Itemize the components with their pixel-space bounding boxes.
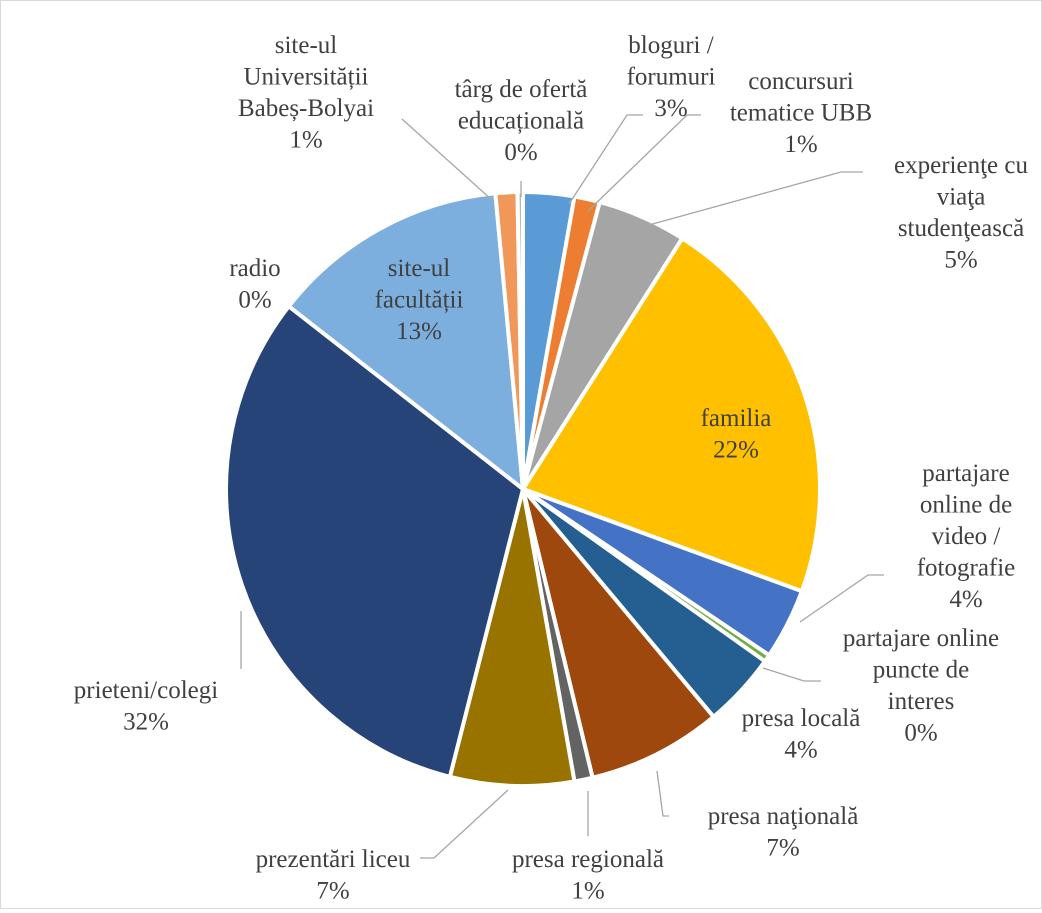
data-label-line: studenţească bbox=[898, 215, 1024, 242]
data-label-line: familia bbox=[701, 405, 772, 432]
pie-slice-7 bbox=[521, 487, 716, 780]
data-label-line: presa naţională bbox=[708, 803, 859, 830]
leader-line-2 bbox=[637, 171, 863, 229]
leader-line-7 bbox=[656, 770, 669, 817]
data-label-12: site-ul facultății 13% bbox=[375, 255, 464, 345]
data-label-line: radio bbox=[229, 255, 280, 282]
data-label-line: viaţa bbox=[937, 184, 986, 211]
data-label-line: puncte de bbox=[873, 657, 969, 684]
data-label-line: Babeș-Bolyai bbox=[238, 95, 374, 122]
data-label-percent: 22% bbox=[713, 437, 759, 464]
data-label-percent: 4% bbox=[784, 737, 817, 764]
data-label-7: presa naţională 7% bbox=[708, 803, 859, 862]
data-label-percent: 0% bbox=[504, 139, 537, 166]
data-label-line: educațională bbox=[458, 108, 584, 135]
data-label-line: video / bbox=[932, 523, 1001, 550]
data-labels: bloguri / forumuri 3% concursuri tematice UB… bbox=[74, 32, 1029, 905]
data-label-14: târg de ofertă educațională 0% bbox=[455, 76, 588, 166]
data-label-percent: 7% bbox=[766, 835, 799, 862]
pie-slice-10 bbox=[223, 304, 525, 779]
data-label-line: experienţe cu bbox=[894, 152, 1028, 179]
data-label-percent: 7% bbox=[316, 878, 349, 905]
data-label-line: bloguri / bbox=[628, 32, 713, 59]
data-label-line: prezentări liceu bbox=[256, 846, 411, 873]
data-label-3: familia 22% bbox=[701, 405, 772, 464]
data-label-line: online de bbox=[920, 492, 1012, 519]
data-label-line: interes bbox=[888, 688, 955, 715]
data-label-percent: 0% bbox=[904, 720, 937, 747]
leader-line-0 bbox=[568, 114, 643, 205]
pie-slice-14 bbox=[515, 189, 525, 491]
data-label-5: partajare online puncte de interes 0% bbox=[843, 625, 999, 747]
data-label-line: partajare online bbox=[843, 625, 999, 652]
data-label-2: experienţe cu viaţa studenţească 5% bbox=[894, 152, 1028, 274]
data-label-line: partajare bbox=[922, 460, 1009, 487]
data-label-line: forumuri bbox=[627, 64, 716, 91]
data-label-line: facultății bbox=[375, 287, 464, 314]
data-label-percent: 3% bbox=[654, 95, 687, 122]
leader-line-4 bbox=[799, 574, 884, 623]
data-label-percent: 4% bbox=[949, 586, 982, 613]
pie-slices bbox=[223, 189, 822, 788]
data-label-4: partajare online de video / fotografie 4% bbox=[917, 460, 1016, 613]
data-label-line: site-ul bbox=[275, 32, 338, 59]
data-label-line: tematice UBB bbox=[730, 100, 872, 127]
data-label-line: concursuri bbox=[748, 68, 854, 95]
data-label-line: Universității bbox=[244, 64, 369, 91]
data-label-line: presa locală bbox=[742, 705, 861, 732]
data-label-percent: 1% bbox=[784, 131, 817, 158]
data-label-6: presa locală 4% bbox=[742, 705, 861, 764]
data-label-13: site-ul Universității Babeș-Bolyai 1% bbox=[238, 32, 374, 154]
data-label-10: prieteni/colegi 32% bbox=[74, 677, 218, 736]
data-label-percent: 32% bbox=[123, 709, 169, 736]
leader-line-1 bbox=[587, 114, 701, 212]
data-label-line: site-ul bbox=[388, 255, 451, 282]
data-label-line: prieteni/colegi bbox=[74, 677, 218, 704]
data-label-percent: 1% bbox=[289, 127, 322, 154]
pie-slice-3 bbox=[521, 236, 822, 594]
pie-slice-12 bbox=[286, 191, 525, 491]
data-label-0: bloguri / forumuri 3% bbox=[627, 32, 716, 122]
data-label-9: prezentări liceu 7% bbox=[256, 846, 411, 905]
leader-line-9 bbox=[420, 789, 509, 859]
data-label-percent: 0% bbox=[238, 287, 271, 314]
leader-line-13 bbox=[401, 118, 494, 202]
pie-slice-9 bbox=[447, 487, 577, 788]
data-label-line: târg de ofertă bbox=[455, 76, 588, 103]
data-label-percent: 1% bbox=[571, 878, 604, 905]
data-label-8: presa regională 1% bbox=[512, 846, 664, 905]
data-label-percent: 5% bbox=[944, 247, 977, 274]
data-label-line: fotografie bbox=[917, 555, 1016, 582]
data-label-percent: 13% bbox=[396, 318, 442, 345]
leader-lines bbox=[240, 114, 884, 859]
data-label-line: presa regională bbox=[512, 846, 664, 873]
data-label-1: concursuri tematice UBB 1% bbox=[730, 68, 872, 158]
leader-line-5 bbox=[762, 667, 821, 682]
data-label-11: radio 0% bbox=[229, 255, 280, 314]
